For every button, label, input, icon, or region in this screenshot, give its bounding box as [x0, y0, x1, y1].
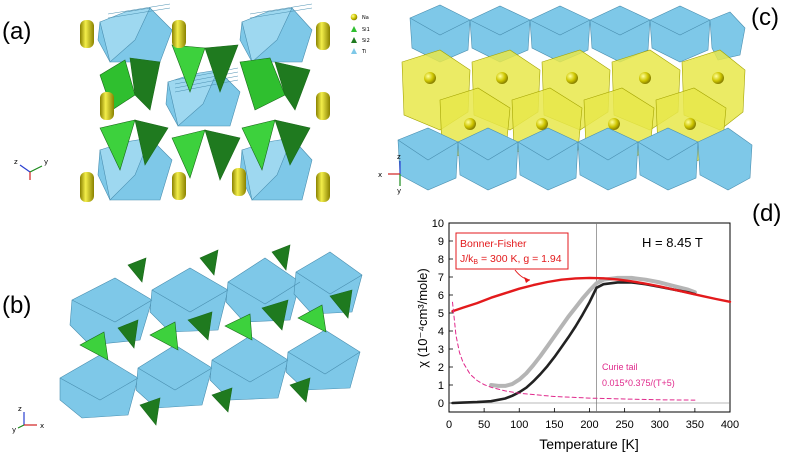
panel-label-a: (a) [2, 18, 32, 45]
x-tick-label: 350 [686, 419, 704, 431]
si-tetrahedra-a [99, 44, 311, 181]
curie-label: Curie tail [602, 362, 638, 372]
y-tick-label: 0 [438, 398, 444, 410]
axis-z-label-a: z [14, 158, 18, 166]
field-label: H = 8.45 T [642, 235, 703, 250]
bf-callout-arrowhead [524, 277, 530, 283]
measured-grey-curve [489, 275, 697, 388]
na-atoms-a [80, 20, 330, 202]
curie-tail-curve [452, 301, 696, 401]
axes-triad-b: z x y [12, 405, 44, 434]
y-tick-label: 2 [438, 362, 444, 374]
x-axis-title: Temperature [K] [539, 436, 639, 452]
legend-si2-label: Si2 [362, 38, 370, 44]
axis-z-label-c: z [397, 153, 401, 161]
legend-ti-label: Ti [361, 49, 366, 55]
ti-octahedra-c-bottom [397, 127, 753, 191]
x-tick-label: 250 [615, 419, 633, 431]
x-tick-label: 0 [446, 419, 452, 431]
panel-a-structure: Na Si1 Si2 Ti z y [14, 3, 370, 202]
y-axis-title: χ (10⁻⁴cm³/mole) [415, 268, 430, 367]
bf-box-title: Bonner-Fisher [460, 238, 527, 250]
series-layer [451, 275, 732, 405]
bf-box-params: J/kB = 300 K, g = 1.94 [460, 253, 562, 266]
y-tick-label: 9 [438, 236, 444, 248]
si-tetrahedra-b [79, 244, 353, 426]
ti-octahedra-c-top [409, 4, 746, 63]
bonner-fisher-box: Bonner-Fisher J/kB = 300 K, g = 1.94 [455, 232, 569, 270]
legend-na-icon [350, 13, 358, 21]
y-tick-label: 7 [438, 272, 444, 284]
y-tick-label: 10 [432, 218, 444, 230]
x-axis-ticks: 0 50 100 150 200 250 300 350 400 [446, 408, 739, 431]
legend-na-label: Na [362, 15, 369, 21]
axes-triad-c: z x y [378, 153, 401, 195]
y-axis-ticks: 0 1 2 3 4 5 6 7 8 9 10 [432, 218, 453, 410]
bonner-fisher-curve [451, 276, 732, 313]
y-tick-label: 3 [438, 344, 444, 356]
panel-label-d: (d) [752, 200, 782, 227]
legend-a: Na Si1 Si2 Ti [350, 13, 370, 55]
panel-label-c: (c) [751, 4, 779, 31]
x-tick-label: 400 [721, 419, 739, 431]
legend-si1-icon [351, 26, 357, 32]
ti-octahedra-a [97, 3, 313, 201]
legend-ti-icon [351, 48, 357, 54]
y-tick-label: 4 [438, 326, 444, 338]
panel-label-b: (b) [2, 292, 32, 319]
panel-c-structure: z x y [378, 4, 753, 195]
y-tick-label: 1 [438, 380, 444, 392]
y-tick-label: 6 [438, 290, 444, 302]
panel-b-structure: z x y [12, 244, 363, 434]
legend-si2-icon [351, 37, 357, 43]
y-tick-label: 8 [438, 254, 444, 266]
axis-y-label-a: y [44, 158, 48, 166]
susceptibility-chart: 0 1 2 3 4 5 6 7 8 9 10 0 50 100 150 200 250 300 350 400 Te… [415, 218, 739, 452]
bf-callout-arrow [514, 269, 531, 281]
ti-octahedra-b [59, 251, 363, 419]
legend-si1-label: Si1 [362, 27, 370, 33]
x-tick-label: 300 [651, 419, 669, 431]
axis-y-label-c: y [397, 187, 401, 195]
axis-x-label-c: x [378, 171, 382, 179]
curie-formula: 0.015*0.375/(T+5) [602, 378, 675, 388]
axis-x-label-b: x [40, 422, 44, 430]
x-tick-label: 100 [510, 419, 528, 431]
x-tick-label: 200 [580, 419, 598, 431]
x-tick-label: 50 [478, 419, 490, 431]
x-tick-label: 150 [545, 419, 563, 431]
axis-y-label-b: y [12, 426, 16, 434]
axis-z-label-b: z [18, 405, 22, 413]
axes-triad-a: z y [14, 158, 48, 180]
y-tick-label: 5 [438, 308, 444, 320]
